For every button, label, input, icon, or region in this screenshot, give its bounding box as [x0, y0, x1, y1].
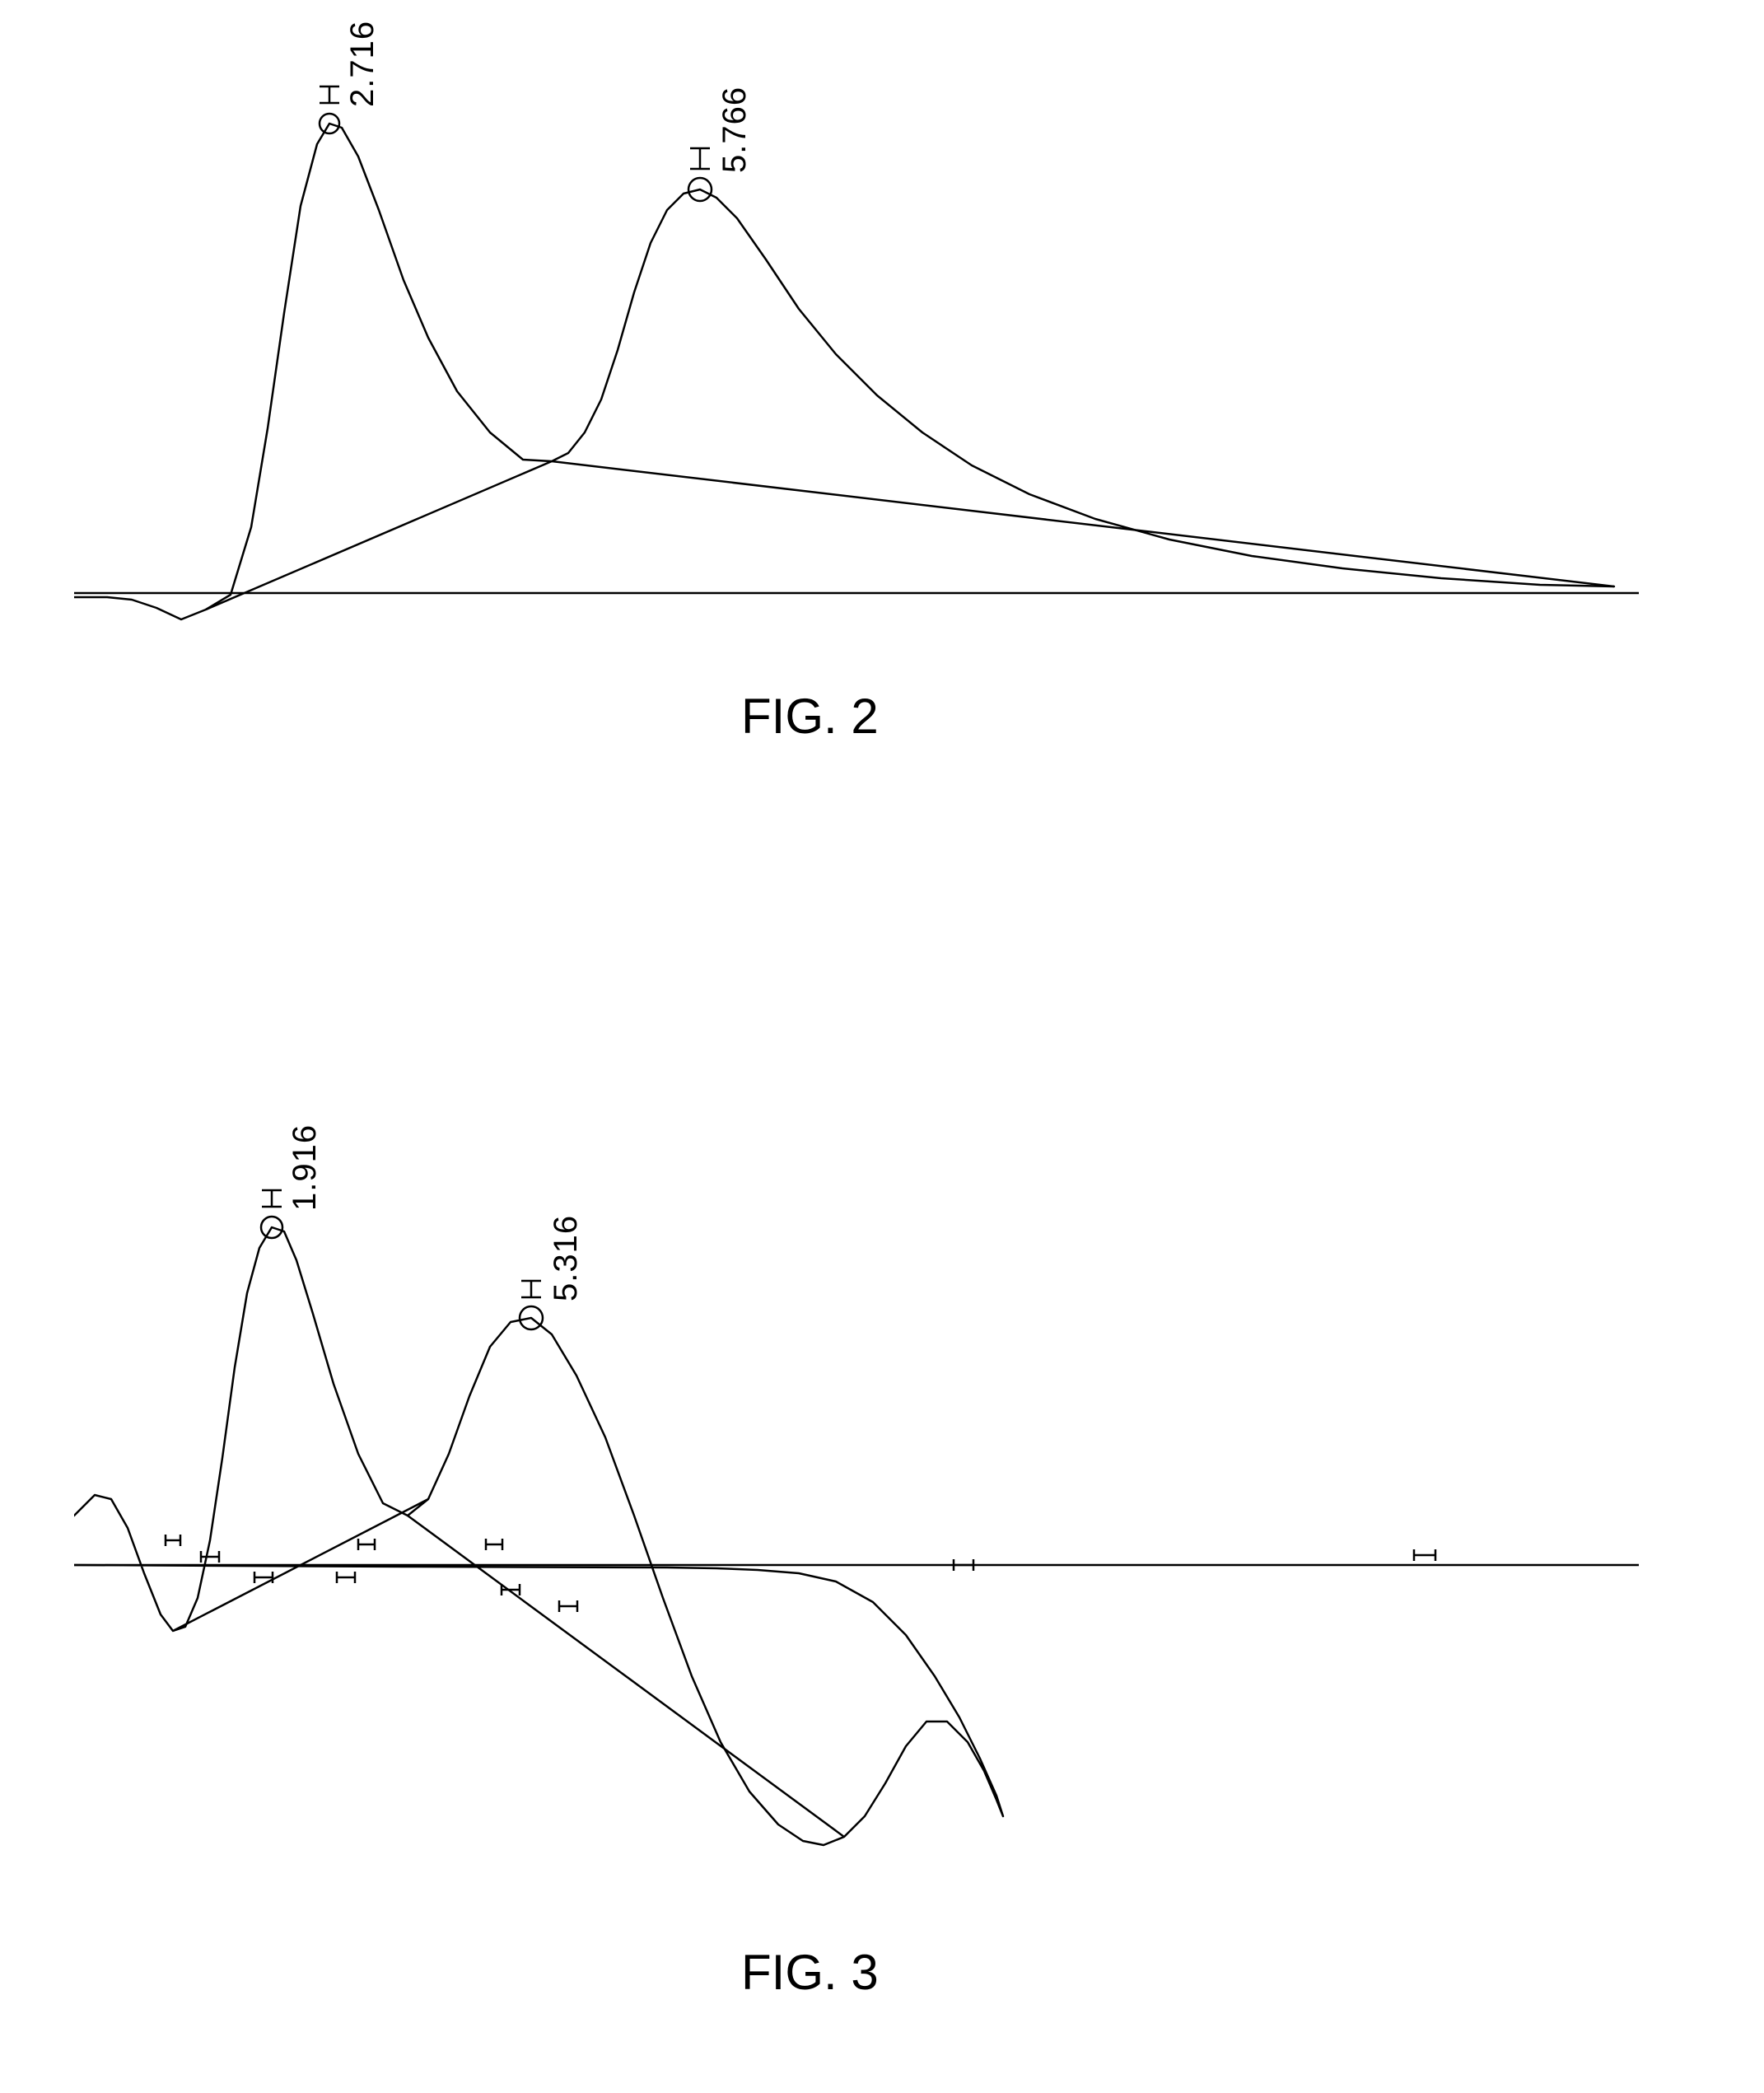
- fig2-peak-label: 5.766: [716, 86, 754, 173]
- fig3-plot: [74, 1170, 1639, 1894]
- fig3-caption: FIG. 3: [741, 1944, 879, 2001]
- fig2-peak-label: 2.716: [344, 21, 381, 107]
- fig2-caption: FIG. 2: [741, 688, 879, 745]
- page: 2.716 5.766 FIG. 2 1.916 5.316 FIG. 3: [0, 0, 1764, 2093]
- fig2-plot: [74, 66, 1639, 642]
- fig3-peak-label: 1.916: [287, 1124, 324, 1211]
- fig3-peak-label: 5.316: [548, 1215, 585, 1301]
